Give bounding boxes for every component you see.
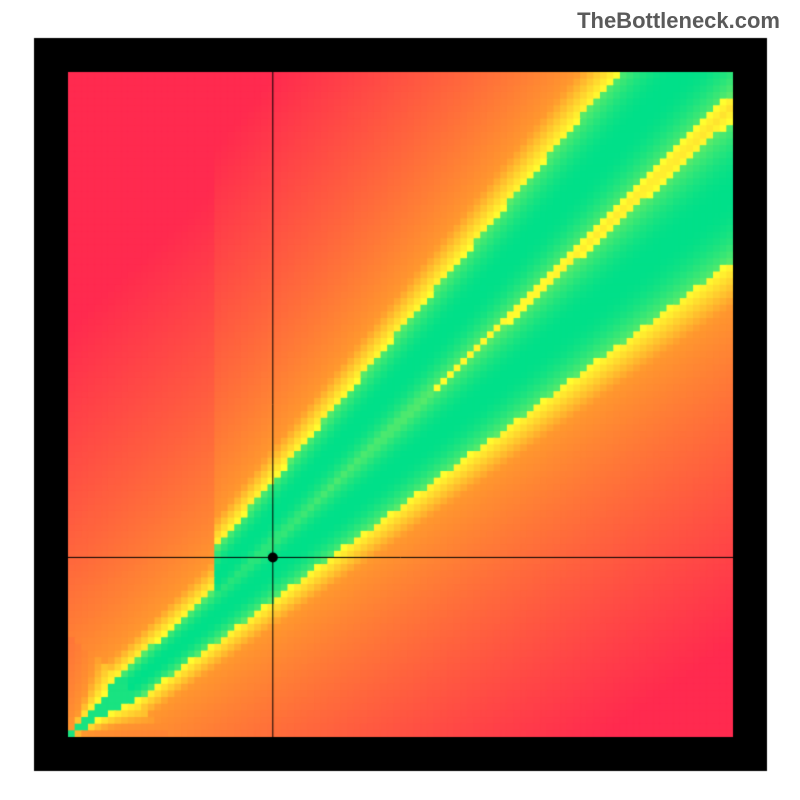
bottleneck-heatmap [0,0,800,800]
watermark-text: TheBottleneck.com [577,8,780,34]
chart-container: TheBottleneck.com [0,0,800,800]
